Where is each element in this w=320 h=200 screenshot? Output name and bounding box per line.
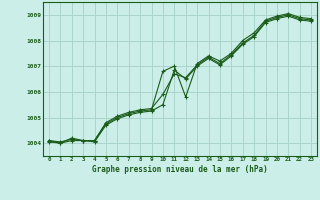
- X-axis label: Graphe pression niveau de la mer (hPa): Graphe pression niveau de la mer (hPa): [92, 165, 268, 174]
